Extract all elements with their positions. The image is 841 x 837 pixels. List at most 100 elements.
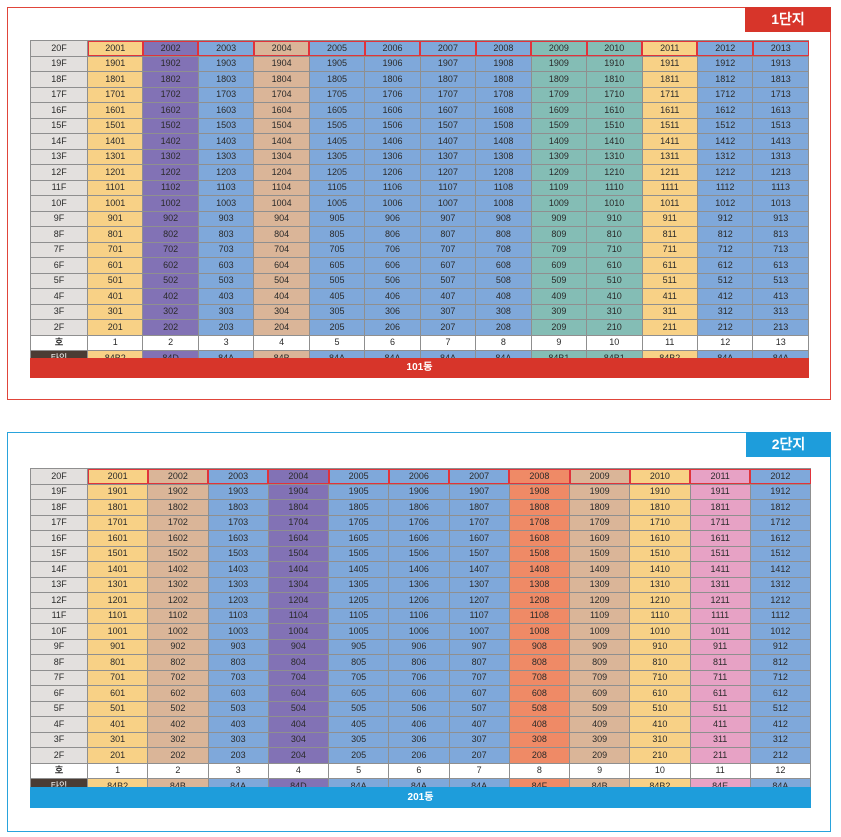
unit-cell: 1208	[508, 592, 571, 609]
unit-cell: 1202	[142, 164, 199, 181]
unit-cell: 2002	[142, 40, 199, 57]
unit-cell: 1606	[388, 530, 450, 547]
unit-cell: 1209	[530, 164, 588, 181]
unit-cell: 1103	[207, 607, 269, 624]
floor-label: 12F	[30, 592, 88, 609]
unit-cell: 504	[253, 272, 310, 289]
floor-row: 16F 1601 1602 1603 1604 1605 1606 1607 1608 1609 1…	[30, 102, 809, 119]
unit-cell: 1805	[327, 499, 390, 516]
unit-cell: 309	[568, 731, 631, 748]
unit-cell: 1811	[641, 71, 698, 88]
unit-cell: 710	[586, 241, 643, 258]
unit-cell: 1109	[530, 179, 588, 196]
line-number: 8	[508, 762, 571, 779]
unit-cell: 1702	[147, 514, 209, 531]
unit-cell: 1213	[752, 164, 809, 181]
unit-cell: 702	[142, 241, 199, 258]
unit-cell: 406	[388, 716, 450, 733]
unit-cell: 806	[388, 654, 450, 671]
unit-cell: 2004	[253, 40, 310, 57]
floor-label: 10F	[30, 195, 88, 212]
unit-cell: 1008	[508, 623, 571, 640]
unit-cell: 1706	[364, 86, 421, 103]
unit-cell: 1108	[475, 179, 532, 196]
unit-cell: 1909	[568, 483, 631, 500]
unit-cell: 706	[364, 241, 421, 258]
unit-cell: 1212	[696, 164, 754, 181]
unit-cell: 1605	[308, 102, 366, 119]
unit-cell: 212	[749, 747, 812, 764]
unit-cell: 1811	[689, 499, 751, 516]
unit-cell: 1903	[207, 483, 269, 500]
unit-cell: 1513	[752, 117, 809, 134]
unit-cell: 204	[267, 747, 330, 764]
unit-cell: 605	[327, 685, 390, 702]
unit-cell: 2002	[147, 468, 209, 485]
line-number: 2	[147, 762, 209, 779]
floor-row: 11F 1101 1102 1103 1104 1105 1106 1107 1108 1109 1…	[30, 179, 809, 196]
unit-cell: 902	[147, 638, 209, 655]
unit-cell: 1007	[448, 623, 510, 640]
unit-cell: 604	[267, 685, 330, 702]
floor-row: 12F 1201 1202 1203 1204 1205 1206 1207 1208 1209 1…	[30, 164, 809, 181]
complex-1-badge: 1단지	[745, 7, 831, 32]
ho-label: 호	[30, 762, 88, 779]
floor-label: 6F	[30, 685, 88, 702]
line-number: 12	[749, 762, 812, 779]
floor-label: 20F	[30, 40, 88, 57]
unit-cell: 1911	[689, 483, 751, 500]
floor-row: 2F 201 202 203 204 205 206 207 208 209 210 211 212 21…	[30, 319, 809, 336]
unit-cell: 504	[267, 700, 330, 717]
line-number: 6	[364, 334, 421, 351]
unit-cell: 1412	[696, 133, 754, 150]
unit-cell: 907	[419, 210, 477, 227]
unit-cell: 1810	[586, 71, 643, 88]
unit-cell: 401	[86, 716, 149, 733]
unit-cell: 210	[586, 319, 643, 336]
unit-cell: 2009	[530, 40, 588, 57]
unit-cell: 1610	[586, 102, 643, 119]
unit-cell: 1101	[86, 179, 144, 196]
unit-cell: 2012	[696, 40, 754, 57]
unit-cell: 301	[86, 303, 144, 320]
unit-cell: 1806	[364, 71, 421, 88]
unit-cell: 506	[364, 272, 421, 289]
unit-cell: 806	[364, 226, 421, 243]
unit-cell: 1806	[388, 499, 450, 516]
unit-cell: 1407	[419, 133, 477, 150]
unit-cell: 1001	[86, 195, 144, 212]
unit-cell: 1909	[530, 55, 588, 72]
unit-cell: 903	[207, 638, 269, 655]
unit-cell: 311	[689, 731, 751, 748]
unit-cell: 1812	[696, 71, 754, 88]
unit-cell: 807	[448, 654, 510, 671]
unit-cell: 1207	[448, 592, 510, 609]
unit-cell: 2008	[475, 40, 532, 57]
unit-cell: 1713	[752, 86, 809, 103]
unit-cell: 407	[448, 716, 510, 733]
unit-cell: 306	[388, 731, 450, 748]
unit-cell: 903	[197, 210, 255, 227]
unit-cell: 1705	[327, 514, 390, 531]
unit-cell: 607	[419, 257, 477, 274]
unit-cell: 1710	[629, 514, 691, 531]
unit-cell: 606	[364, 257, 421, 274]
unit-cell: 1807	[448, 499, 510, 516]
floor-row: 13F 1301 1302 1303 1304 1305 1306 1307 1308 1309 1…	[30, 148, 809, 165]
unit-cell: 1210	[586, 164, 643, 181]
unit-cell: 1905	[327, 483, 390, 500]
unit-cell: 1603	[207, 530, 269, 547]
floor-label: 6F	[30, 257, 88, 274]
unit-cell: 507	[419, 272, 477, 289]
unit-cell: 605	[308, 257, 366, 274]
unit-cell: 1403	[197, 133, 255, 150]
unit-cell: 904	[253, 210, 310, 227]
unit-cell: 1808	[475, 71, 532, 88]
unit-cell: 1607	[448, 530, 510, 547]
unit-cell: 1302	[147, 576, 209, 593]
unit-cell: 803	[197, 226, 255, 243]
floor-label: 14F	[30, 133, 88, 150]
unit-cell: 412	[749, 716, 812, 733]
unit-cell: 2010	[629, 468, 691, 485]
unit-cell: 1910	[586, 55, 643, 72]
